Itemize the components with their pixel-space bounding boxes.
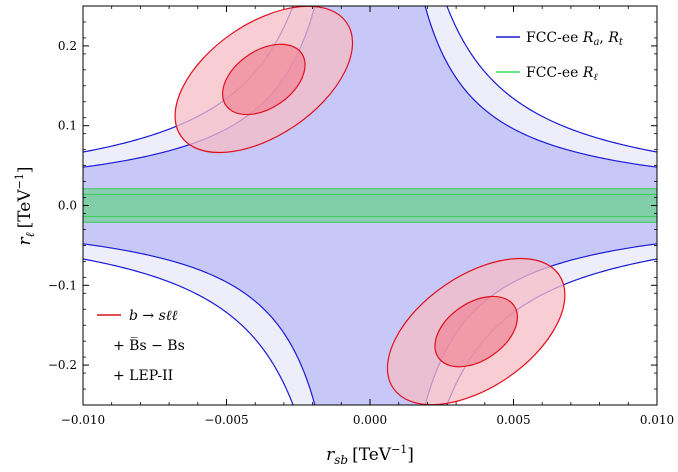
legend-bottom-left: b → sℓℓ + B̅s − Bs + LEP-II xyxy=(97,308,185,384)
x-tick-label: 0.005 xyxy=(496,413,530,427)
x-tick-label: −0.010 xyxy=(61,413,105,427)
fcc-ra-rt-contour-0-2 xyxy=(83,243,316,405)
y-tick-label: 0.1 xyxy=(58,119,77,133)
fcc-ra-rt-contour-1-0 xyxy=(446,6,657,153)
legend-bsll-line3: + LEP-II xyxy=(113,368,173,384)
y-tick-label: −0.1 xyxy=(48,278,77,292)
legend-label-rl: FCC-ee Rℓ xyxy=(526,65,598,83)
fcc-ra-rt-contour-0-0 xyxy=(424,6,657,168)
fcc-rl-band-inner xyxy=(83,194,657,217)
x-tick-label: 0.010 xyxy=(640,413,674,427)
bsll-fit-1-ellipse-1 xyxy=(434,295,519,368)
bsll-fit-0-ellipse-1 xyxy=(221,43,306,116)
legend-bsll-line2: + B̅s − Bs xyxy=(113,335,185,354)
y-tick-label: 0.2 xyxy=(58,39,77,53)
y-axis-title: rℓ[TeV−1] xyxy=(13,167,37,246)
legend-bsll-line1: b → sℓℓ xyxy=(129,308,178,324)
fcc-ra-rt-contour-1-2 xyxy=(83,258,294,405)
legend-top-right: FCC-ee Ra, Rt FCC-ee Rℓ xyxy=(496,30,624,83)
y-tick-label: 0.0 xyxy=(58,199,77,213)
x-tick-label: −0.005 xyxy=(204,413,248,427)
x-axis-title: rsb [TeV−1] xyxy=(326,443,414,467)
x-tick-label: 0.000 xyxy=(353,413,387,427)
y-tick-label: −0.2 xyxy=(48,358,77,372)
legend-label-ra-rt: FCC-ee Ra, Rt xyxy=(526,30,624,48)
